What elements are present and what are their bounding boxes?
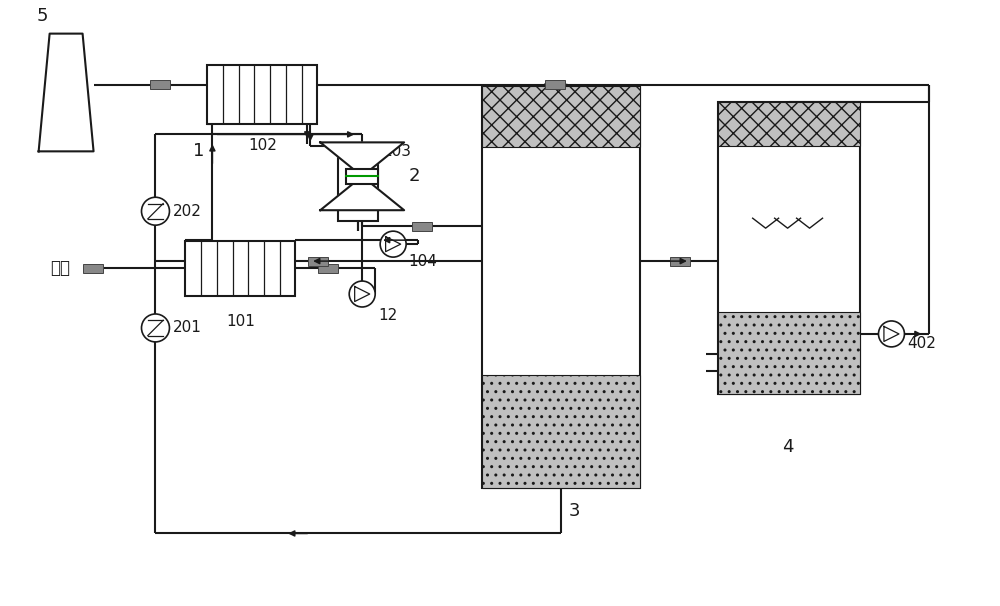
Circle shape [878, 321, 904, 347]
Text: 4: 4 [782, 438, 793, 456]
Bar [482, 87, 640, 488]
Bar [83, 264, 103, 273]
Bar [718, 312, 860, 394]
Text: 104: 104 [408, 254, 437, 269]
Polygon shape [320, 142, 404, 176]
Bar [346, 169, 378, 184]
Text: 102: 102 [248, 138, 277, 153]
Text: 12: 12 [378, 308, 397, 323]
Text: 烟气: 烟气 [51, 259, 71, 277]
Bar [338, 147, 378, 221]
Text: 2: 2 [408, 167, 420, 185]
Text: 202: 202 [172, 204, 201, 219]
Text: 402: 402 [907, 336, 936, 351]
Polygon shape [39, 33, 94, 152]
Circle shape [380, 231, 406, 257]
Bar [185, 241, 295, 296]
Bar [482, 375, 640, 488]
Circle shape [141, 197, 169, 225]
Bar [482, 87, 640, 147]
Text: 3: 3 [568, 502, 580, 519]
Text: 103: 103 [382, 144, 411, 159]
Text: 101: 101 [226, 314, 255, 329]
Bar [718, 102, 860, 394]
Polygon shape [320, 176, 404, 210]
Bar [318, 264, 338, 273]
Text: 201: 201 [172, 321, 201, 336]
Circle shape [349, 281, 375, 307]
Circle shape [141, 314, 169, 342]
Bar [150, 80, 170, 89]
Bar [207, 65, 317, 124]
Bar [545, 80, 565, 89]
Text: 5: 5 [37, 7, 48, 25]
Bar [308, 256, 328, 265]
Bar [718, 102, 860, 146]
Bar [412, 222, 432, 231]
Text: 1: 1 [193, 142, 204, 161]
Bar [670, 256, 690, 265]
